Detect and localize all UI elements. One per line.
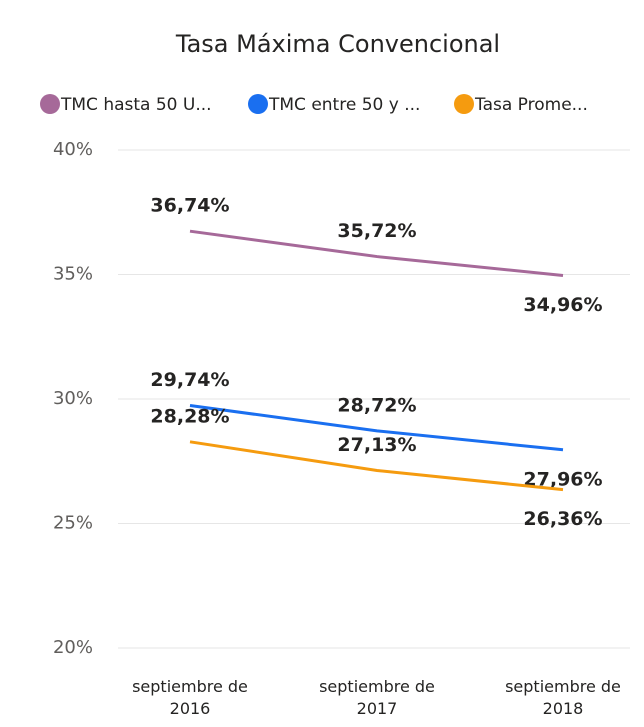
y-tick-label: 35% xyxy=(53,264,93,285)
legend-label: Tasa Prome... xyxy=(474,95,588,115)
x-tick-label: septiembre de 2016 xyxy=(132,677,248,718)
chart-title: Tasa Máxima Convencional xyxy=(175,30,500,58)
data-label: 28,72% xyxy=(337,394,416,416)
line xyxy=(189,440,564,492)
legend-label: TMC entre 50 y ... xyxy=(268,95,420,115)
x-tick-label: septiembre de 2017 xyxy=(319,677,435,718)
data-label: 27,13% xyxy=(337,434,416,456)
data-label: 34,96% xyxy=(523,294,602,316)
legend-marker xyxy=(248,94,268,114)
y-tick-label: 20% xyxy=(53,637,93,658)
legend-label: TMC hasta 50 U... xyxy=(60,95,212,115)
data-label: 28,28% xyxy=(150,405,229,427)
data-label: 35,72% xyxy=(337,220,416,242)
legend-marker xyxy=(40,94,60,114)
y-tick-label: 25% xyxy=(53,513,93,534)
line xyxy=(189,229,564,277)
line xyxy=(189,403,564,452)
x-tick-label: septiembre de 2018 xyxy=(505,677,621,718)
y-tick-label: 30% xyxy=(53,388,93,409)
data-label: 26,36% xyxy=(523,508,602,530)
y-tick-label: 40% xyxy=(53,139,93,160)
legend-marker xyxy=(454,94,474,114)
data-label: 36,74% xyxy=(150,195,229,217)
data-label: 27,96% xyxy=(523,468,602,490)
data-label: 29,74% xyxy=(150,369,229,391)
